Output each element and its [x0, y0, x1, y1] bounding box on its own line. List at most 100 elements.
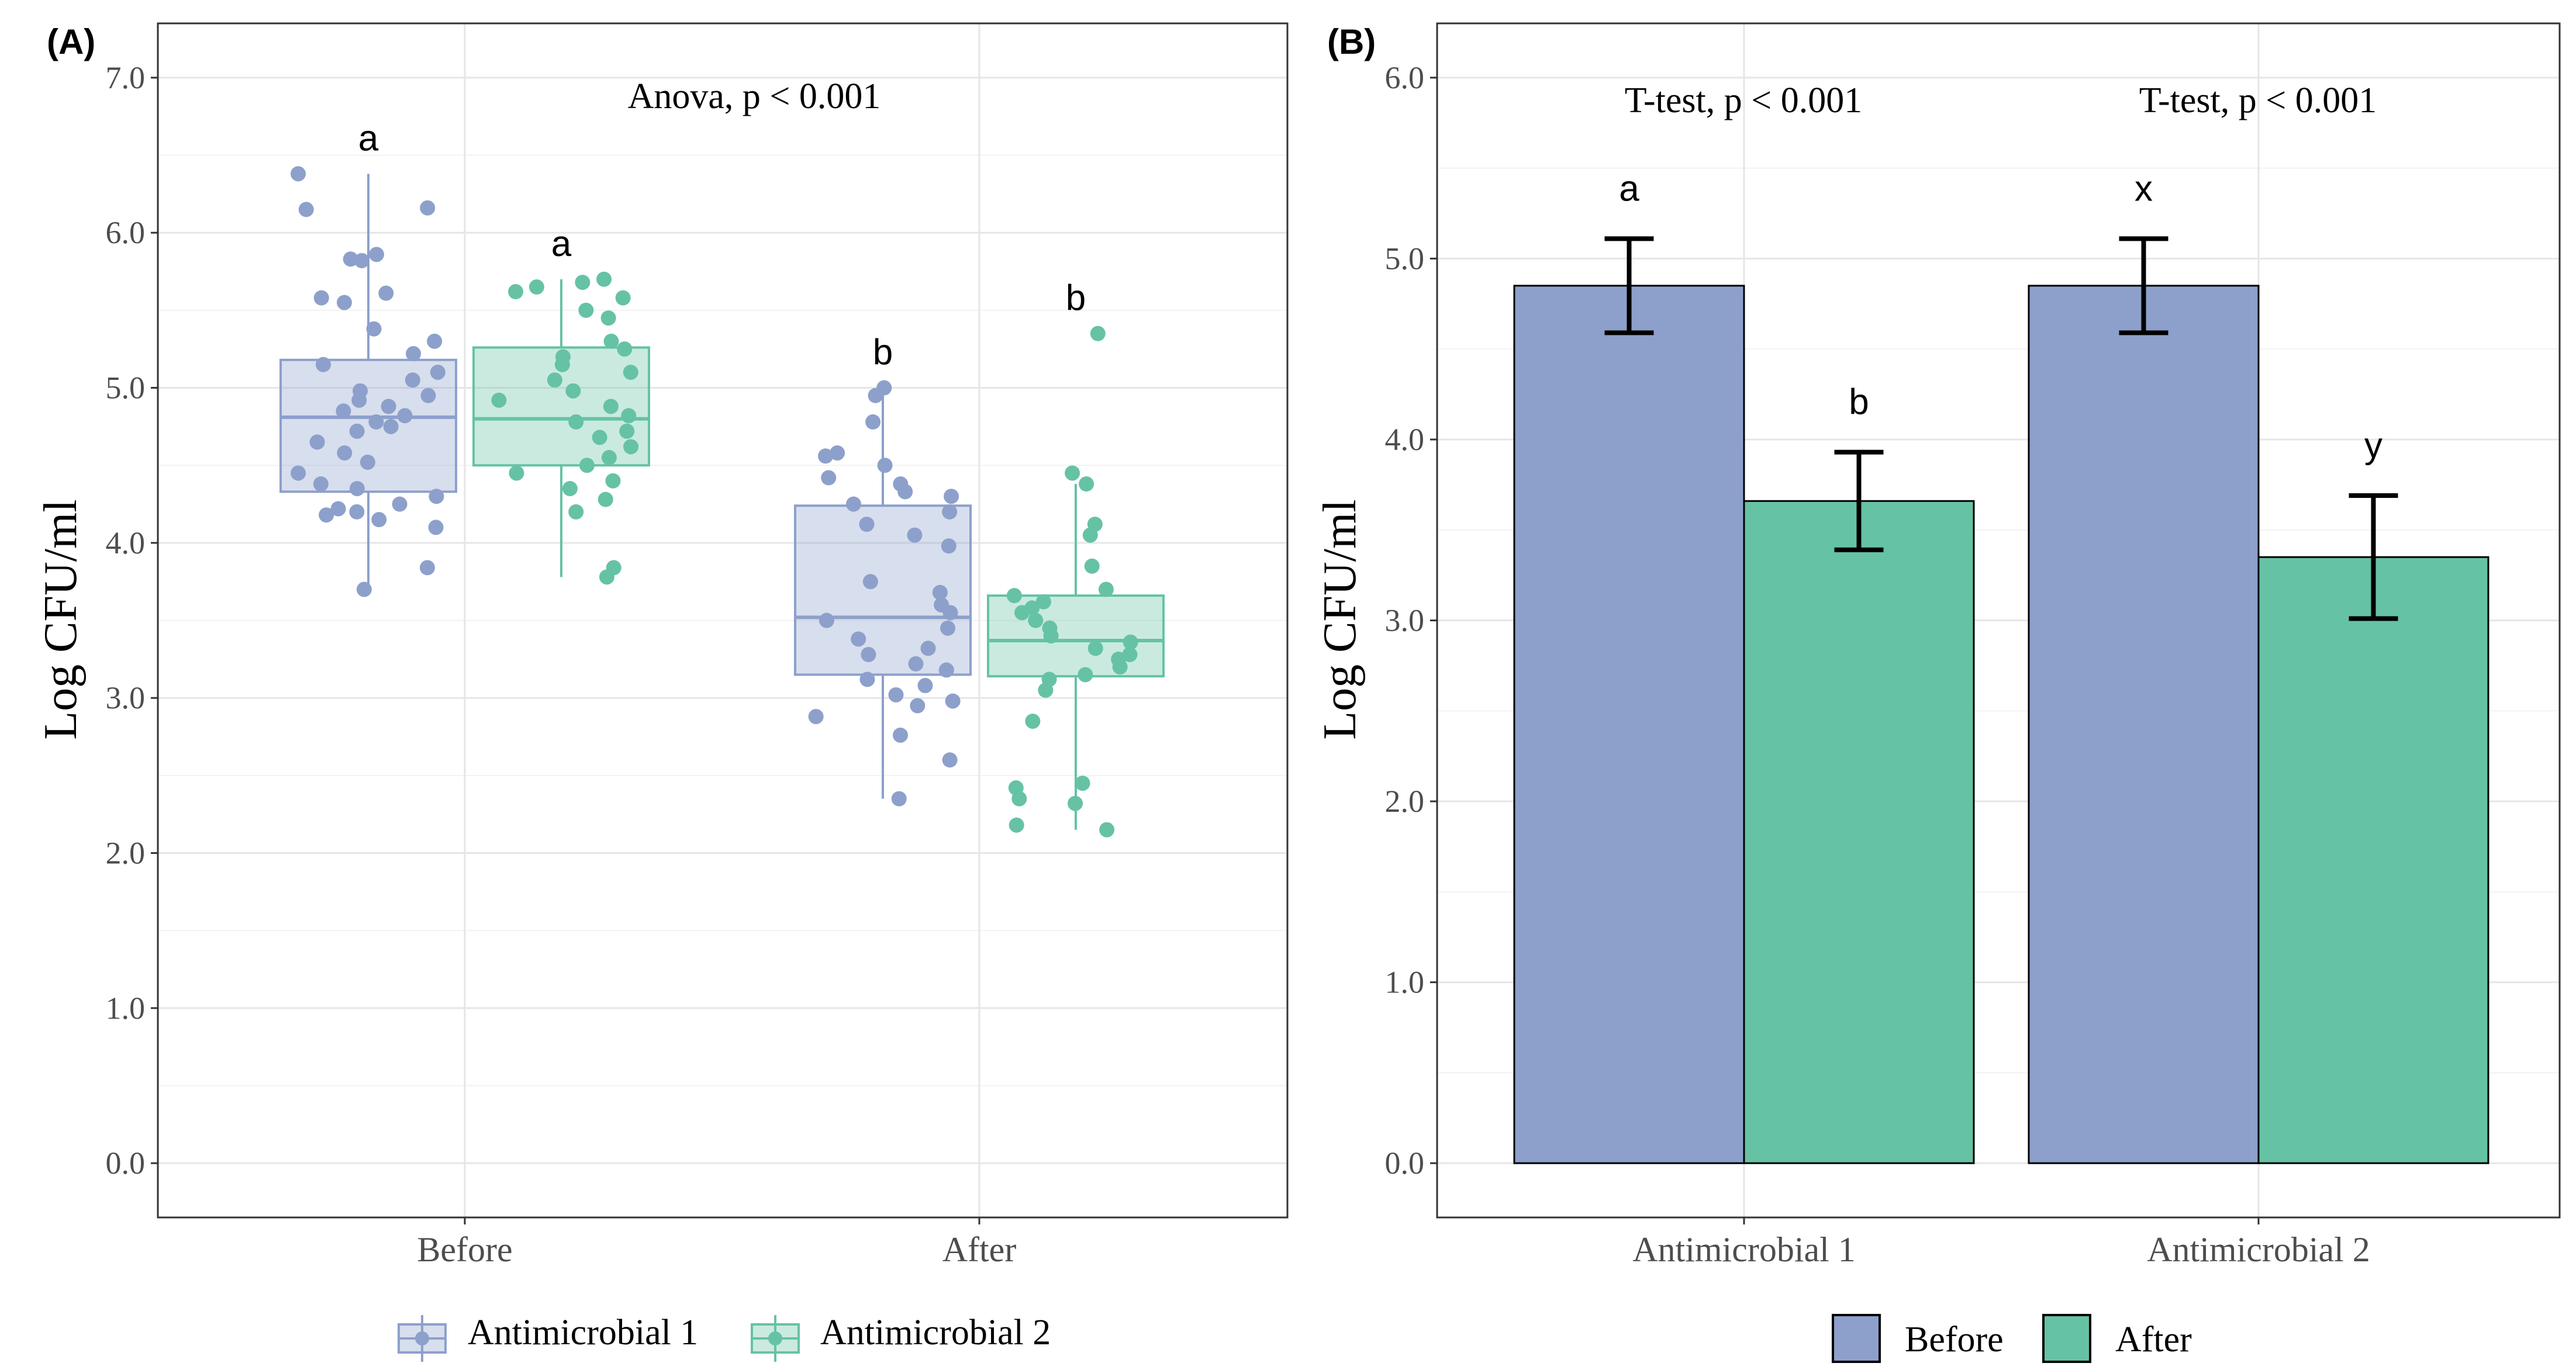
panel-a-y-axis-title: Log CFU/ml — [35, 499, 87, 739]
data-point — [313, 290, 329, 306]
data-point — [830, 445, 845, 461]
data-point — [1038, 682, 1054, 698]
data-point — [619, 423, 635, 439]
data-point — [575, 275, 591, 290]
data-point — [1087, 641, 1103, 656]
data-point — [917, 677, 933, 693]
data-point — [865, 414, 881, 430]
panel-b-error-bars — [1604, 236, 2398, 621]
data-point — [356, 582, 372, 597]
data-point — [578, 302, 594, 318]
panel-b-legend: Before After — [1832, 1314, 2192, 1363]
panel-a: (A) 0.0 1.0 2.0 3.0 4.0 5.0 6.0 7.0 Before After… — [35, 22, 1289, 1362]
legend-key-after — [2042, 1314, 2091, 1363]
panel-b-ttest-annotation-2: T-test, p < 0.001 — [2139, 81, 2377, 120]
data-point — [603, 399, 619, 414]
data-point — [598, 492, 613, 507]
x-tick-label: Antimicrobial 1 — [1632, 1230, 1856, 1269]
data-point — [366, 321, 382, 337]
data-point — [368, 247, 384, 262]
data-point — [891, 791, 907, 807]
panel-b-y-axis: 0.0 1.0 2.0 3.0 4.0 5.0 6.0 — [1385, 60, 1437, 1181]
data-point — [617, 341, 633, 357]
y-tick-label: 1.0 — [106, 991, 146, 1026]
legend-key-point — [768, 1331, 782, 1345]
x-tick-label: After — [942, 1230, 1017, 1269]
significance-letter: y — [2364, 425, 2382, 466]
data-point — [1043, 628, 1059, 644]
significance-letter: x — [2135, 168, 2153, 209]
data-point — [405, 372, 420, 388]
data-point — [942, 605, 958, 621]
data-point — [354, 252, 370, 268]
data-point — [406, 346, 422, 362]
data-point — [932, 584, 948, 600]
panel-a-frame — [157, 22, 1289, 1219]
legend-key-antimicrobial-2 — [751, 1315, 800, 1362]
data-point — [565, 383, 581, 399]
significance-letter: a — [358, 118, 379, 158]
y-tick-label: 6.0 — [1385, 60, 1425, 95]
y-tick-label: 4.0 — [1385, 422, 1425, 457]
data-point — [319, 507, 334, 523]
data-point — [568, 504, 584, 520]
data-point — [315, 357, 331, 372]
data-point — [1098, 582, 1114, 597]
data-point — [1065, 465, 1080, 481]
data-point — [851, 631, 866, 647]
data-point — [378, 285, 394, 301]
data-point — [601, 449, 617, 465]
data-point — [349, 480, 365, 496]
data-point — [600, 310, 616, 326]
data-point — [1068, 795, 1083, 811]
y-tick-label: 2.0 — [1385, 784, 1425, 819]
box-iqr — [279, 358, 457, 493]
data-point — [392, 496, 408, 512]
data-point — [821, 470, 837, 486]
data-point — [368, 414, 384, 430]
bar — [1743, 500, 1975, 1164]
data-point — [942, 504, 958, 520]
data-point — [509, 465, 524, 481]
data-point — [298, 202, 314, 217]
significance-letter: b — [873, 333, 893, 373]
data-point — [877, 458, 893, 473]
data-point — [428, 520, 444, 535]
y-tick-label: 5.0 — [1385, 241, 1425, 276]
data-point — [596, 271, 612, 287]
data-point — [605, 473, 621, 489]
data-point — [941, 538, 956, 554]
bar — [2028, 285, 2260, 1164]
significance-letter: b — [1066, 278, 1086, 319]
panel-a-legend: Antimicrobial 1 Antimicrobial 2 — [398, 1313, 1051, 1362]
y-tick-label: 0.0 — [106, 1146, 146, 1181]
data-point — [568, 414, 584, 430]
data-point — [430, 364, 446, 380]
data-point — [554, 357, 570, 372]
data-point — [397, 408, 413, 424]
data-point — [888, 687, 904, 703]
panel-b-ttest-annotation-1: T-test, p < 0.001 — [1625, 81, 1862, 120]
data-point — [429, 489, 444, 504]
bar — [2257, 556, 2489, 1164]
data-point — [859, 516, 875, 532]
data-point — [579, 458, 595, 473]
y-tick-label: 1.0 — [1385, 965, 1425, 1000]
data-point — [1009, 817, 1024, 833]
data-point — [1112, 659, 1128, 675]
box-iqr — [987, 594, 1165, 678]
data-point — [1025, 713, 1041, 729]
data-point — [1123, 634, 1138, 650]
x-tick-label: Antimicrobial 2 — [2147, 1230, 2370, 1269]
data-point — [491, 392, 507, 408]
data-point — [313, 476, 329, 492]
data-point — [351, 392, 367, 408]
data-point — [309, 434, 325, 450]
legend-label-before: Before — [1905, 1320, 2004, 1359]
data-point — [944, 489, 959, 504]
bar — [1513, 285, 1745, 1164]
x-tick-label: Before — [417, 1230, 512, 1269]
data-point — [427, 333, 443, 349]
data-point — [920, 641, 936, 656]
